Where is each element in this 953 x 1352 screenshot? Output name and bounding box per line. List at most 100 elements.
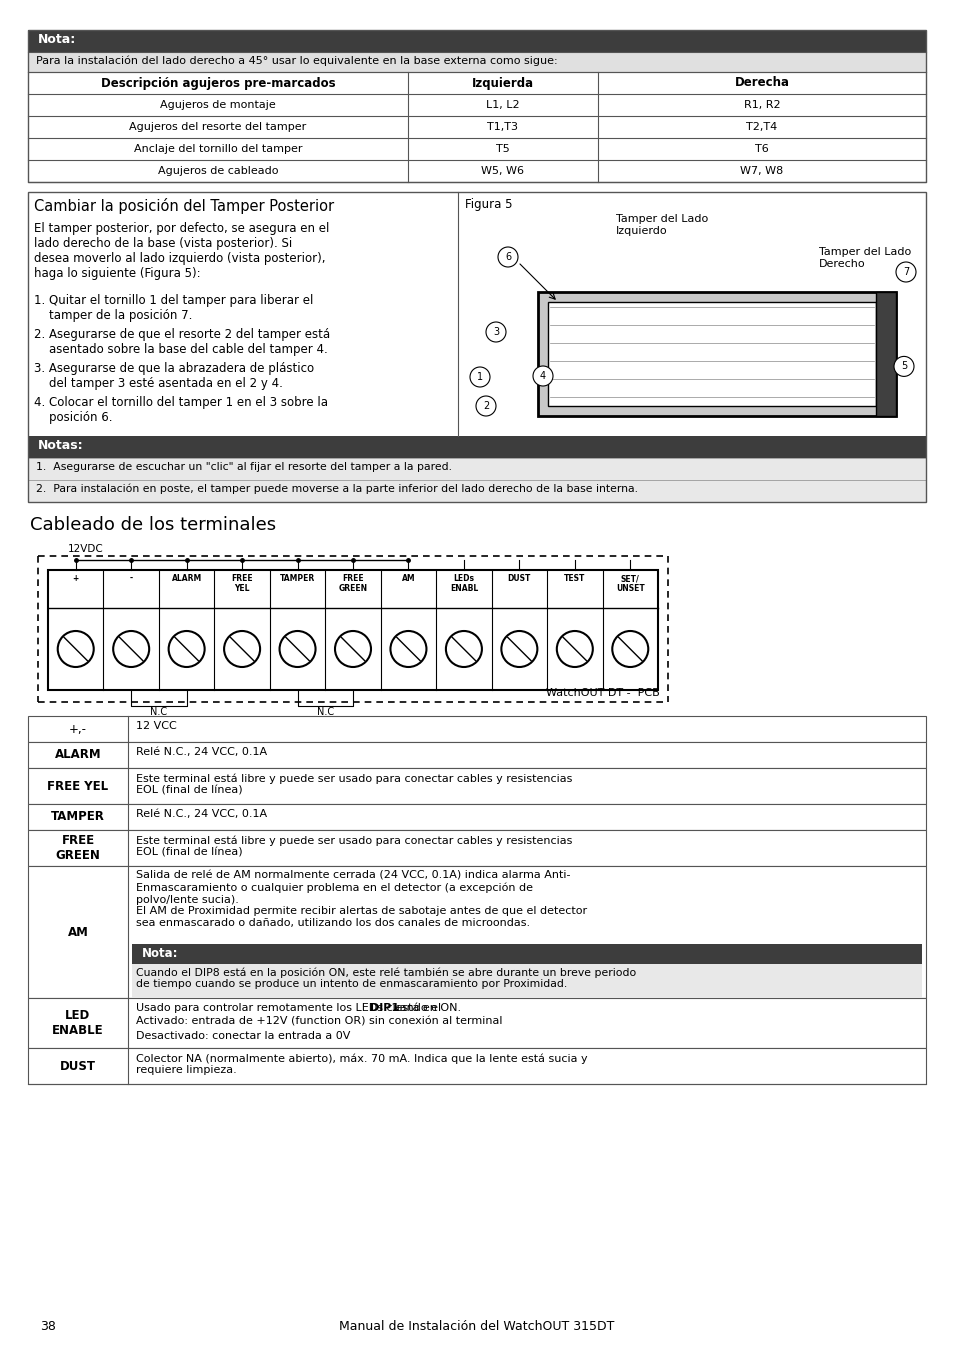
Text: TAMPER: TAMPER [51,810,105,823]
Text: +: + [72,575,79,583]
Bar [132,964,921,998]
Bar [28,768,925,804]
Circle shape [169,631,205,667]
Text: Este terminal está libre y puede ser usado para conectar cables y resistencias
E: Este terminal está libre y puede ser usa… [136,773,572,795]
Text: Anclaje del tornillo del tamper: Anclaje del tornillo del tamper [133,145,302,154]
Text: Usado para controlar remotamente los LEDs cuando el: Usado para controlar remotamente los LED… [136,1003,444,1013]
Text: 2: 2 [482,402,489,411]
Text: Salida de relé de AM normalmente cerrada (24 VCC, 0.1A) indica alarma Anti-
Enma: Salida de relé de AM normalmente cerrada… [136,871,586,927]
Text: Derecha: Derecha [734,77,789,89]
Text: L1, L2: L1, L2 [486,100,519,110]
Circle shape [224,631,260,667]
Bar [28,717,925,742]
Text: N.C: N.C [316,707,334,717]
Circle shape [279,631,315,667]
Text: Tamper del Lado
Derecho: Tamper del Lado Derecho [818,247,910,269]
Circle shape [485,322,505,342]
Text: Manual de Instalación del WatchOUT 315DT: Manual de Instalación del WatchOUT 315DT [339,1320,614,1333]
Text: 1. Quitar el tornillo 1 del tamper para liberar el
    tamper de la posición 7.: 1. Quitar el tornillo 1 del tamper para … [34,293,313,322]
Circle shape [497,247,517,266]
Text: 7: 7 [902,266,908,277]
Bar [28,30,925,51]
Circle shape [113,631,149,667]
Text: Desactivado: conectar la entrada a 0V: Desactivado: conectar la entrada a 0V [136,1032,350,1041]
Bar [547,301,875,406]
Text: Cuando el DIP8 está en la posición ON, este relé también se abre durante un brev: Cuando el DIP8 está en la posición ON, e… [136,967,636,990]
Text: DUST: DUST [507,575,531,583]
Text: R1, R2: R1, R2 [743,100,780,110]
Text: T2,T4: T2,T4 [745,122,777,132]
Text: Activado: entrada de +12V (function OR) sin conexión al terminal: Activado: entrada de +12V (function OR) … [136,1017,502,1028]
Circle shape [445,631,481,667]
Text: -: - [130,575,132,583]
Bar [28,435,925,458]
Bar [28,192,925,502]
Text: 1.  Asegurarse de escuchar un "clic" al fijar el resorte del tamper a la pared.: 1. Asegurarse de escuchar un "clic" al f… [36,462,452,472]
Text: Nota:: Nota: [38,32,76,46]
Text: Figura 5: Figura 5 [464,197,512,211]
Text: 2.  Para instalación en poste, el tamper puede moverse a la parte inferior del l: 2. Para instalación en poste, el tamper … [36,484,638,495]
Text: Agujeros del resorte del tamper: Agujeros del resorte del tamper [130,122,306,132]
Text: SET/
UNSET: SET/ UNSET [616,575,644,594]
Bar [28,804,925,830]
Bar [28,458,925,480]
Text: 6: 6 [504,251,511,262]
Text: 1: 1 [476,372,482,383]
Text: Colector NA (normalmente abierto), máx. 70 mA. Indica que la lente está sucia y
: Colector NA (normalmente abierto), máx. … [136,1053,587,1075]
Text: T1,T3: T1,T3 [487,122,518,132]
Text: está en ON.: está en ON. [392,1003,460,1013]
Text: Este terminal está libre y puede ser usado para conectar cables y resistencias
E: Este terminal está libre y puede ser usa… [136,836,572,857]
Text: Agujeros de cableado: Agujeros de cableado [157,166,278,176]
Text: TEST: TEST [563,575,585,583]
Text: FREE
YEL: FREE YEL [231,575,253,594]
Text: 4: 4 [539,370,545,381]
Text: 2. Asegurarse de que el resorte 2 del tamper está
    asentado sobre la base del: 2. Asegurarse de que el resorte 2 del ta… [34,329,330,356]
Circle shape [470,366,490,387]
Circle shape [476,396,496,416]
Bar [875,292,895,416]
Text: Izquierda: Izquierda [472,77,534,89]
Text: 38: 38 [40,1320,56,1333]
Bar [132,944,921,964]
Text: Cableado de los terminales: Cableado de los terminales [30,516,275,534]
Text: AM: AM [401,575,415,583]
Bar [28,72,925,95]
Text: TAMPER: TAMPER [279,575,314,583]
Text: W5, W6: W5, W6 [481,166,524,176]
Text: 5: 5 [900,361,906,372]
Text: LEDs
ENABL: LEDs ENABL [449,575,477,594]
Text: LED
ENABLE: LED ENABLE [52,1009,104,1037]
Text: +,-: +,- [69,722,87,735]
Text: FREE
GREEN: FREE GREEN [55,834,100,863]
Text: FREE YEL: FREE YEL [48,780,109,792]
Circle shape [335,631,371,667]
Bar [537,292,895,416]
Bar [28,30,925,183]
Circle shape [557,631,592,667]
Text: ALARM: ALARM [54,749,101,761]
Text: Tamper del Lado
Izquierdo: Tamper del Lado Izquierdo [616,214,707,235]
Circle shape [501,631,537,667]
Text: 4. Colocar el tornillo del tamper 1 en el 3 sobre la
    posición 6.: 4. Colocar el tornillo del tamper 1 en e… [34,396,328,425]
Circle shape [58,631,93,667]
Text: Notas:: Notas: [38,439,84,452]
Text: 12 VCC: 12 VCC [136,721,176,731]
Text: FREE
GREEN: FREE GREEN [338,575,367,594]
Text: Cambiar la posición del Tamper Posterior: Cambiar la posición del Tamper Posterior [34,197,334,214]
Text: 3. Asegurarse de que la abrazadera de plástico
    del tamper 3 esté asentada en: 3. Asegurarse de que la abrazadera de pl… [34,362,314,389]
Text: Descripción agujeros pre-marcados: Descripción agujeros pre-marcados [101,77,335,89]
Bar [28,867,925,998]
Text: Relé N.C., 24 VCC, 0.1A: Relé N.C., 24 VCC, 0.1A [136,748,267,757]
Text: Nota:: Nota: [142,946,178,960]
Text: El tamper posterior, por defecto, se asegura en el
lado derecho de la base (vist: El tamper posterior, por defecto, se ase… [34,222,329,280]
Bar [48,571,658,690]
Text: Para la instalación del lado derecho a 45° usar lo equivalente en la base extern: Para la instalación del lado derecho a 4… [36,55,558,65]
Text: DIP1: DIP1 [370,1003,398,1013]
Bar [28,1048,925,1084]
Text: WatchOUT DT -  PCB: WatchOUT DT - PCB [546,688,659,698]
Text: 3: 3 [493,327,498,337]
Bar [28,830,925,867]
Text: DUST: DUST [60,1060,96,1072]
Text: N.C: N.C [151,707,168,717]
Text: 12VDC: 12VDC [68,544,104,554]
